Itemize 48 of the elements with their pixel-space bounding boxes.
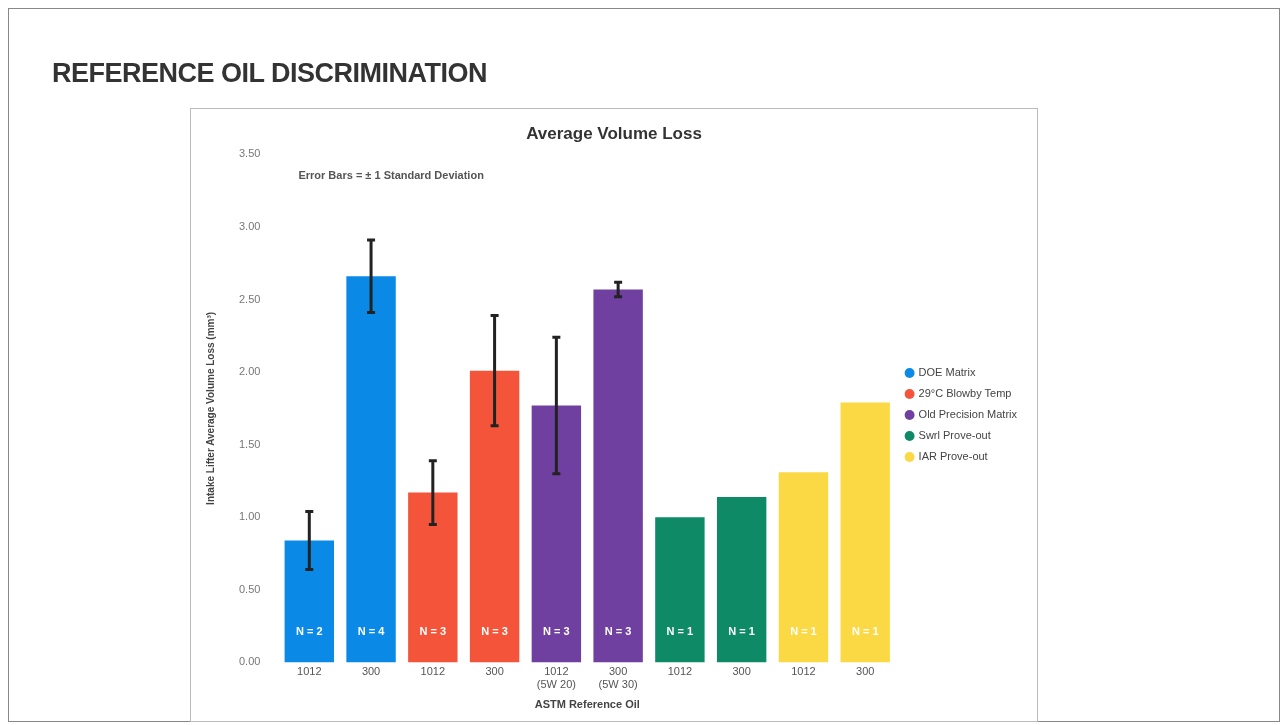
x-tick-label: 300 (361, 665, 381, 678)
x-tick-label: 1012 (791, 665, 816, 678)
y-tick-label: 3.50 (238, 147, 261, 160)
annotation: N = 3 (419, 625, 447, 638)
legend-label: IAR Prove-out (918, 450, 988, 463)
y-tick-label: 3.00 (238, 220, 261, 232)
bar (840, 402, 890, 663)
bar (531, 405, 582, 663)
y-tick-label: 0.00 (238, 655, 261, 668)
bar (716, 496, 767, 663)
legend-label: 29°C Blowby Temp (918, 387, 1012, 400)
x-tick-label: 1012 (420, 665, 446, 678)
annotation: N = 4 (357, 625, 386, 638)
y-tick-label: 0.50 (238, 582, 261, 595)
annotation: N = 3 (543, 625, 570, 638)
annotation: N = 2 (295, 625, 323, 638)
x-tick-label: 300 (856, 665, 875, 678)
y-axis-title: Intake Lifter Average Volume Loss (mm³) (204, 311, 216, 505)
annotation: N = 1 (790, 625, 817, 638)
legend-label: DOE Matrix (918, 366, 976, 379)
x-tick-label: 300 (732, 665, 751, 678)
x-axis-title: ASTM Reference Oil (534, 698, 640, 711)
y-tick-label: 1.00 (238, 510, 261, 523)
legend-label: Old Precision Matrix (918, 408, 1018, 421)
x-tick-label: 300 (485, 665, 504, 678)
bar (655, 517, 705, 663)
y-tick-label: 1.50 (238, 437, 261, 450)
annotation: N = 1 (666, 625, 694, 638)
y-tick-label: 2.50 (238, 292, 261, 305)
legend-label: Swrl Prove-out (918, 429, 991, 442)
x-tick-label: 300 (5W 30) (598, 665, 638, 691)
annotation: N = 3 (481, 625, 508, 638)
annotation: N = 3 (604, 625, 632, 638)
bar (778, 472, 829, 663)
annotation: N = 1 (851, 625, 879, 638)
x-tick-label: 1012 (5W 20) (536, 665, 576, 691)
annotation: Error Bars = ± 1 Standard Deviation (298, 169, 485, 182)
chart-title: REFERENCE OIL DISCRIMINATION (52, 58, 488, 89)
chart-subtitle: Average Volume Loss (526, 123, 702, 143)
bar (408, 492, 458, 663)
bar (593, 289, 643, 663)
x-tick-label: 1012 (667, 665, 693, 678)
bar (346, 276, 396, 663)
annotation: N = 1 (728, 625, 755, 638)
bar (469, 370, 520, 663)
y-tick-label: 2.00 (238, 365, 261, 378)
x-tick-label: 1012 (297, 665, 322, 678)
bar (284, 540, 334, 663)
